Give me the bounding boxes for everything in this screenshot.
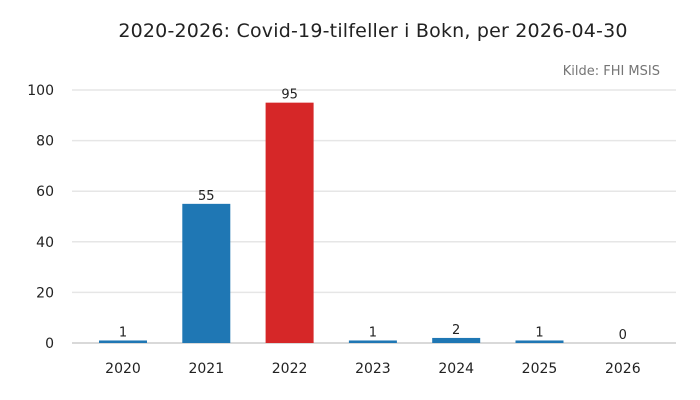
chart-title: 2020-2026: Covid-19-tilfeller i Bokn, pe… xyxy=(118,20,628,42)
bar xyxy=(265,102,314,344)
data-label: 95 xyxy=(281,88,298,103)
bar xyxy=(182,203,231,343)
x-tick-label: 2023 xyxy=(355,361,391,377)
data-label: 1 xyxy=(535,325,543,340)
data-label: 1 xyxy=(369,325,377,340)
y-axis-ticks: 0 20 40 60 80 100 xyxy=(27,83,54,352)
data-label: 2 xyxy=(452,323,460,338)
y-tick-label: 20 xyxy=(36,285,54,301)
data-label: 0 xyxy=(619,328,627,343)
x-axis-ticks: 2020 2021 2022 2023 2024 2025 2026 xyxy=(105,361,641,377)
chart-source: Kilde: FHI MSIS xyxy=(562,64,660,79)
data-labels: 1 55 95 1 2 1 0 xyxy=(119,88,627,343)
bar xyxy=(515,340,564,343)
bar xyxy=(348,340,397,343)
x-tick-label: 2025 xyxy=(522,361,558,377)
x-tick-label: 2021 xyxy=(188,361,224,377)
bars xyxy=(99,102,564,344)
y-tick-label: 100 xyxy=(27,83,54,99)
x-tick-label: 2022 xyxy=(272,361,308,377)
x-tick-label: 2020 xyxy=(105,361,141,377)
grid-lines xyxy=(72,89,676,344)
x-tick-label: 2026 xyxy=(605,361,641,377)
y-tick-label: 40 xyxy=(36,235,54,251)
y-tick-label: 0 xyxy=(45,336,54,352)
data-label: 55 xyxy=(198,189,215,204)
y-tick-label: 60 xyxy=(36,184,54,200)
y-tick-label: 80 xyxy=(36,134,54,150)
x-tick-label: 2024 xyxy=(438,361,474,377)
bar xyxy=(99,340,147,343)
data-label: 1 xyxy=(119,325,127,340)
bar xyxy=(432,337,481,343)
